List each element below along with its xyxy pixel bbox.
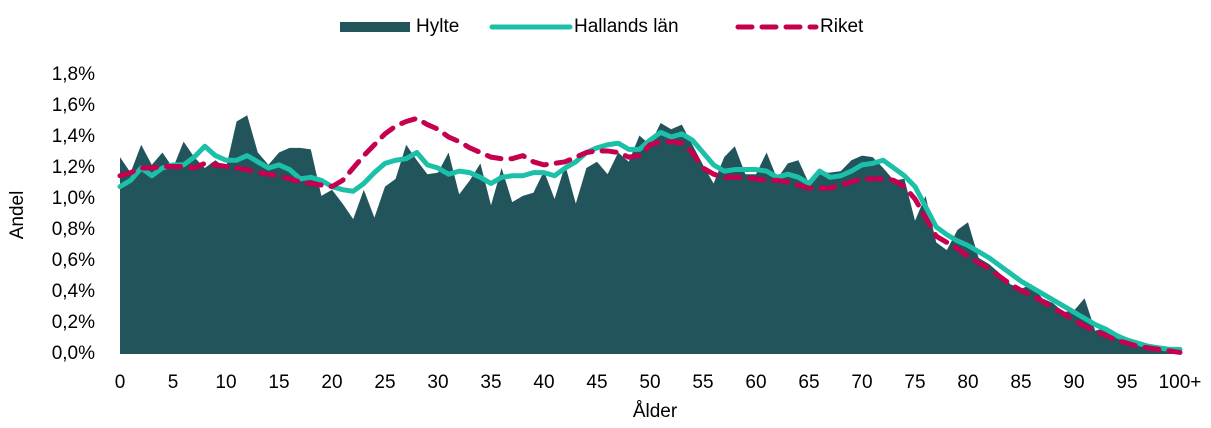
x-tick-label: 65 <box>798 372 819 393</box>
x-tick-label: 5 <box>168 372 179 393</box>
x-tick-label: 100+ <box>1159 372 1202 393</box>
y-axis-title: Andel <box>7 191 28 240</box>
y-tick-label: 0,2% <box>52 312 95 333</box>
area <box>120 115 1180 354</box>
y-tick-label: 1,8% <box>52 64 95 85</box>
x-tick-label: 90 <box>1063 372 1084 393</box>
x-tick-label: 45 <box>586 372 607 393</box>
y-tick-label: 0,8% <box>52 219 95 240</box>
y-tick-label: 1,6% <box>52 95 95 116</box>
x-tick-label: 60 <box>745 372 766 393</box>
y-tick-label: 1,4% <box>52 126 95 147</box>
x-tick-label: 80 <box>957 372 978 393</box>
x-tick-label: 20 <box>321 372 342 393</box>
legend-label: Riket <box>820 16 864 37</box>
x-tick-label: 55 <box>692 372 713 393</box>
x-tick-label: 75 <box>904 372 925 393</box>
x-tick-label: 30 <box>427 372 448 393</box>
legend-swatch <box>340 22 410 32</box>
x-tick-label: 35 <box>480 372 501 393</box>
x-tick-label: 10 <box>215 372 236 393</box>
line <box>117 129 1183 352</box>
y-tick-label: 0,6% <box>52 250 95 271</box>
y-tick-label: 0,0% <box>52 343 95 364</box>
legend-label: Hylte <box>416 16 459 37</box>
x-tick-label: 50 <box>639 372 660 393</box>
x-tick-label: 0 <box>115 372 126 393</box>
y-tick-label: 1,0% <box>52 188 95 209</box>
x-tick-label: 70 <box>851 372 872 393</box>
x-tick-label: 15 <box>268 372 289 393</box>
legend-label: Hallands län <box>574 16 679 37</box>
dashed-line <box>117 115 1183 355</box>
x-tick-label: 40 <box>533 372 554 393</box>
x-axis-title: Ålder <box>633 401 678 422</box>
y-tick-label: 0,4% <box>52 281 95 302</box>
y-tick-label: 1,2% <box>52 157 95 178</box>
x-tick-label: 85 <box>1010 372 1031 393</box>
x-tick-label: 95 <box>1116 372 1137 393</box>
x-tick-label: 25 <box>374 372 395 393</box>
